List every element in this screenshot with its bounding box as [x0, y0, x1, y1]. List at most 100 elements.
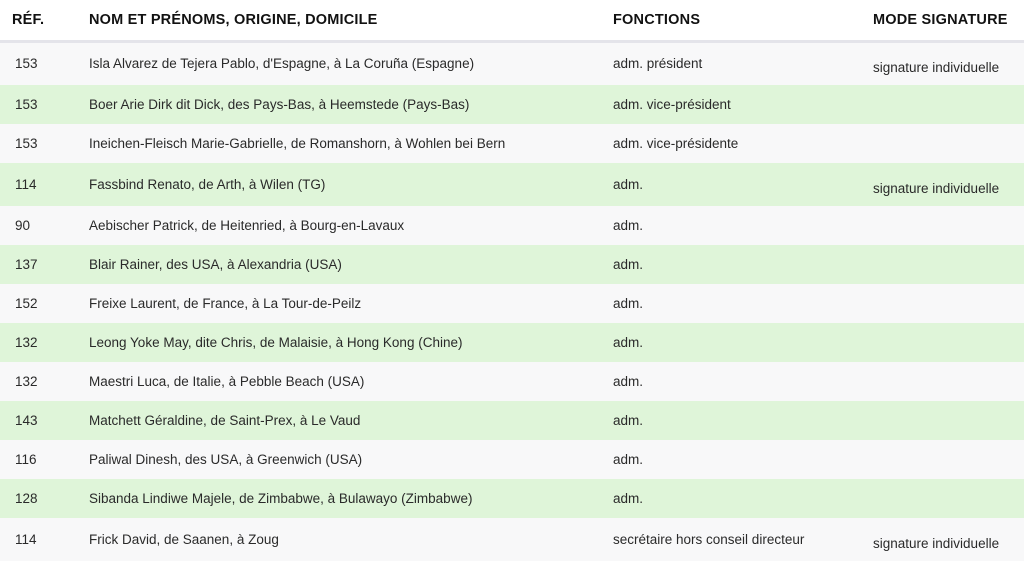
- cell-ref: 143: [0, 401, 89, 440]
- cell-function: adm.: [613, 245, 873, 284]
- cell-ref-text: 137: [15, 256, 38, 272]
- cell-signature: [873, 245, 1024, 284]
- cell-ref-text: 153: [15, 135, 38, 151]
- cell-name: Sibanda Lindiwe Majele, de Zimbabwe, à B…: [89, 479, 613, 518]
- cell-ref-text: 114: [15, 531, 37, 547]
- cell-function-text: adm.: [613, 176, 644, 192]
- cell-ref-text: 152: [15, 295, 38, 311]
- cell-function: adm. président: [613, 42, 873, 85]
- cell-function-text: secrétaire hors conseil directeur: [613, 531, 805, 547]
- cell-function-text: adm.: [613, 217, 644, 233]
- cell-name-text: Boer Arie Dirk dit Dick, des Pays-Bas, à…: [89, 96, 470, 112]
- cell-name-text: Freixe Laurent, de France, à La Tour-de-…: [89, 295, 362, 311]
- table-row: 153 Ineichen-Fleisch Marie-Gabrielle, de …: [0, 123, 1024, 163]
- table-row: 132 Maestri Luca, de Italie, à Pebble Bea…: [0, 361, 1024, 401]
- cell-function: adm. vice-présidente: [613, 124, 873, 163]
- cell-signature-text: signature individuelle: [873, 180, 1000, 196]
- table-header-row: RÉF. NOM ET PRÉNOMS, ORIGINE, DOMICILE F…: [0, 0, 1024, 43]
- cell-function: adm.: [613, 479, 873, 518]
- cell-ref-text: 114: [15, 176, 37, 192]
- table-body: 153 Isla Alvarez de Tejera Pablo, d'Espag…: [0, 41, 1024, 561]
- table-row: 114 Frick David, de Saanen, à Zoug secréta…: [0, 517, 1024, 561]
- cell-function-text: adm.: [613, 490, 644, 506]
- header-functions: FONCTIONS: [613, 0, 873, 43]
- cell-signature: [873, 479, 1024, 518]
- cell-signature: signature individuelle: [873, 42, 1024, 85]
- cell-ref: 116: [0, 440, 89, 479]
- cell-name-text: Blair Rainer, des USA, à Alexandria (USA…: [89, 256, 342, 272]
- cell-signature: [873, 85, 1024, 124]
- cell-name-text: Fassbind Renato, de Arth, à Wilen (TG): [89, 176, 326, 192]
- table-row: 153 Isla Alvarez de Tejera Pablo, d'Espag…: [0, 41, 1024, 85]
- cell-function-text: adm. vice-président: [613, 96, 731, 112]
- cell-function-text: adm.: [613, 256, 644, 272]
- table-row: 143 Matchett Géraldine, de Saint-Prex, à …: [0, 400, 1024, 440]
- cell-name: Frick David, de Saanen, à Zoug: [89, 518, 613, 561]
- header-ref: RÉF.: [0, 0, 89, 43]
- table-row: 114 Fassbind Renato, de Arth, à Wilen (TG…: [0, 162, 1024, 206]
- cell-ref-text: 90: [15, 217, 31, 233]
- cell-name-text: Leong Yoke May, dite Chris, de Malaisie,…: [89, 334, 463, 350]
- cell-signature: [873, 362, 1024, 401]
- cell-function-text: adm. vice-présidente: [613, 135, 739, 151]
- cell-name-text: Isla Alvarez de Tejera Pablo, d'Espagne,…: [89, 56, 475, 72]
- cell-ref: 152: [0, 284, 89, 323]
- cell-ref: 114: [0, 163, 89, 206]
- cell-name-text: Ineichen-Fleisch Marie-Gabrielle, de Rom…: [89, 135, 506, 151]
- cell-function-text: adm.: [613, 451, 644, 467]
- cell-function: adm.: [613, 323, 873, 362]
- cell-ref: 132: [0, 362, 89, 401]
- cell-ref: 153: [0, 42, 89, 85]
- cell-ref: 153: [0, 124, 89, 163]
- cell-signature: [873, 440, 1024, 479]
- cell-name: Fassbind Renato, de Arth, à Wilen (TG): [89, 163, 613, 206]
- cell-name: Isla Alvarez de Tejera Pablo, d'Espagne,…: [89, 42, 613, 85]
- cell-name: Freixe Laurent, de France, à La Tour-de-…: [89, 284, 613, 323]
- table-row: 137 Blair Rainer, des USA, à Alexandria (…: [0, 244, 1024, 284]
- cell-function: adm.: [613, 362, 873, 401]
- cell-ref-text: 143: [15, 412, 38, 428]
- cell-function: adm.: [613, 206, 873, 245]
- table-row: 153 Boer Arie Dirk dit Dick, des Pays-Bas…: [0, 84, 1024, 124]
- table-row: 90 Aebischer Patrick, de Heitenried, à Bo…: [0, 205, 1024, 245]
- cell-name: Paliwal Dinesh, des USA, à Greenwich (US…: [89, 440, 613, 479]
- cell-name-text: Maestri Luca, de Italie, à Pebble Beach …: [89, 373, 365, 389]
- cell-signature: [873, 323, 1024, 362]
- cell-ref-text: 116: [15, 451, 37, 467]
- cell-signature: signature individuelle: [873, 163, 1024, 206]
- header-signature: MODE SIGNATURE: [873, 0, 1024, 43]
- cell-name-text: Aebischer Patrick, de Heitenried, à Bour…: [89, 217, 405, 233]
- cell-name: Ineichen-Fleisch Marie-Gabrielle, de Rom…: [89, 124, 613, 163]
- cell-ref: 90: [0, 206, 89, 245]
- cell-ref: 128: [0, 479, 89, 518]
- cell-name-text: Frick David, de Saanen, à Zoug: [89, 531, 279, 547]
- cell-name: Matchett Géraldine, de Saint-Prex, à Le …: [89, 401, 613, 440]
- cell-function: adm.: [613, 401, 873, 440]
- cell-function: adm. vice-président: [613, 85, 873, 124]
- cell-ref-text: 132: [15, 373, 38, 389]
- cell-signature: [873, 124, 1024, 163]
- cell-name: Leong Yoke May, dite Chris, de Malaisie,…: [89, 323, 613, 362]
- cell-function-text: adm.: [613, 373, 644, 389]
- cell-signature: [873, 401, 1024, 440]
- cell-function: adm.: [613, 284, 873, 323]
- table-row: 116 Paliwal Dinesh, des USA, à Greenwich …: [0, 439, 1024, 479]
- cell-ref: 153: [0, 85, 89, 124]
- table-row: 132 Leong Yoke May, dite Chris, de Malais…: [0, 322, 1024, 362]
- cell-ref-text: 128: [15, 490, 38, 506]
- cell-name-text: Sibanda Lindiwe Majele, de Zimbabwe, à B…: [89, 490, 473, 506]
- cell-name: Blair Rainer, des USA, à Alexandria (USA…: [89, 245, 613, 284]
- cell-function-text: adm.: [613, 412, 644, 428]
- cell-name-text: Matchett Géraldine, de Saint-Prex, à Le …: [89, 412, 361, 428]
- cell-function: secrétaire hors conseil directeur: [613, 518, 873, 561]
- cell-function: adm.: [613, 440, 873, 479]
- cell-function-text: adm. président: [613, 56, 703, 72]
- cell-name: Aebischer Patrick, de Heitenried, à Bour…: [89, 206, 613, 245]
- cell-ref-text: 132: [15, 334, 38, 350]
- cell-function-text: adm.: [613, 295, 644, 311]
- cell-ref: 132: [0, 323, 89, 362]
- table-row: 152 Freixe Laurent, de France, à La Tour-…: [0, 283, 1024, 323]
- cell-ref: 114: [0, 518, 89, 561]
- cell-ref-text: 153: [15, 56, 38, 72]
